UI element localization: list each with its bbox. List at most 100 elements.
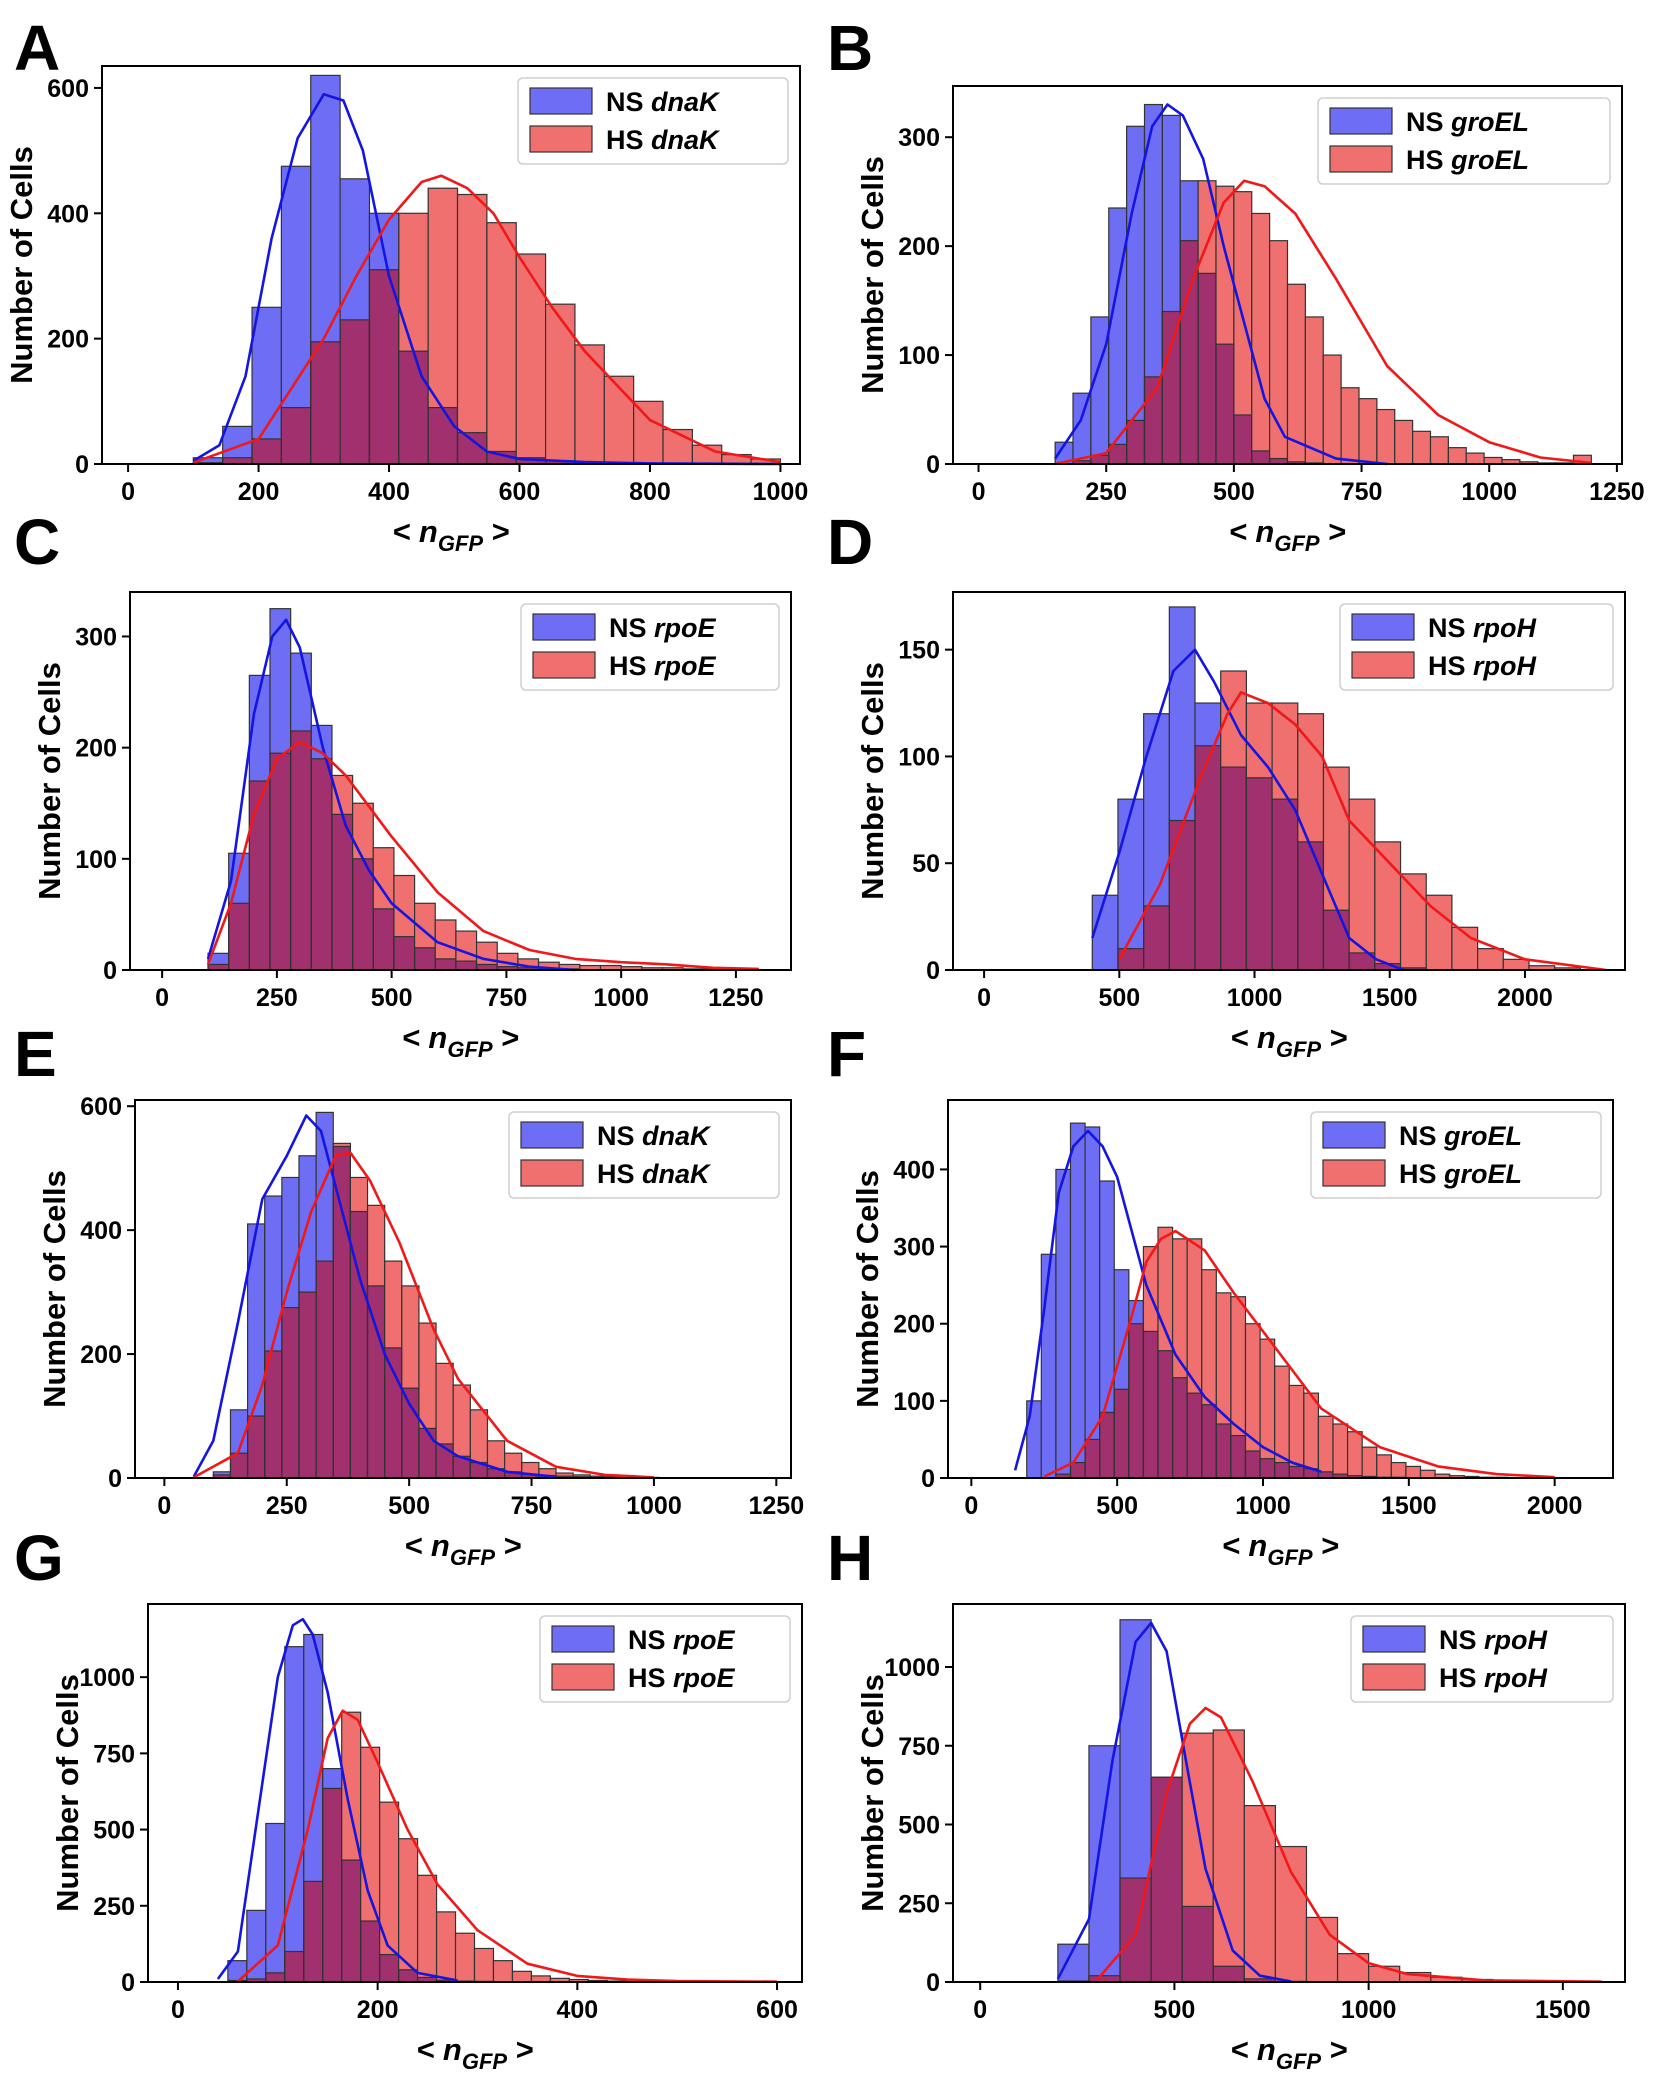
ns-bar [247, 1223, 265, 1417]
overlap-bar [270, 753, 291, 970]
ns-kde-line [216, 1617, 458, 1982]
hs-bar [1448, 447, 1467, 464]
overlap-bar [417, 1977, 437, 1982]
hs-bar [1333, 1424, 1348, 1475]
overlap-bar [352, 858, 374, 970]
ns-bar [1090, 316, 1109, 456]
y-tick-label: 250 [898, 1890, 940, 1918]
legend-ns-swatch [532, 613, 596, 641]
overlap-bar [341, 1860, 361, 1982]
y-tick-label: 1000 [884, 1654, 940, 1682]
ns-bar [1117, 799, 1144, 949]
x-axis-label-suffix: > [483, 514, 510, 549]
x-tick-label: 200 [357, 1996, 399, 2024]
y-tick-label: 0 [926, 957, 940, 985]
x-tick-label: 250 [1085, 478, 1127, 506]
hs-kde-line [192, 174, 781, 464]
panel-letter: D [827, 506, 873, 578]
x-tick-label: 2000 [1497, 984, 1553, 1012]
overlap-bar [373, 908, 394, 970]
panel-A: A 0 200 400 600 800 1000 0 200 400 600 < nGFP > Numb… [4, 12, 808, 556]
hs-bar [1260, 1339, 1275, 1459]
ns-bar [1162, 115, 1181, 312]
overlap-bar [1114, 1389, 1129, 1478]
hs-bar [1341, 387, 1359, 464]
legend-prefix: NS [1406, 107, 1451, 137]
ns-bar [1108, 208, 1127, 445]
overlap-bar [311, 758, 332, 970]
legend-prefix: HS [1439, 1663, 1484, 1693]
hs-bar [600, 965, 622, 970]
hs-bar [1430, 1977, 1462, 1982]
hs-bar [1376, 1454, 1392, 1478]
overlap-bar [1117, 948, 1144, 970]
ns-bar [230, 1409, 248, 1454]
overlap-bar [414, 947, 436, 970]
hs-bar [435, 919, 456, 959]
y-axis-label: Number of Cells [4, 146, 39, 384]
legend-entry: NS rpoE [609, 613, 717, 643]
plot-frame [952, 1603, 1626, 1983]
overlap-bar [310, 341, 341, 464]
y-tick-label: 200 [893, 1311, 935, 1339]
x-tick-label: 250 [256, 984, 298, 1012]
hs-bar [1519, 461, 1538, 464]
hs-bar [1297, 713, 1324, 842]
hs-bar [436, 1363, 454, 1444]
hs-bar [1503, 959, 1529, 970]
x-tick-label: 1250 [708, 984, 764, 1012]
plot-frame [147, 1603, 803, 1983]
hs-bar [350, 1177, 368, 1212]
legend-entry: HS groEL [1399, 1159, 1522, 1189]
overlap-bar [1333, 1474, 1348, 1478]
hs-bar [436, 1911, 456, 1981]
overlap-bar [1245, 1451, 1261, 1478]
overlap-bar [1274, 1462, 1290, 1478]
hs-bar [574, 344, 605, 463]
x-tick-label: 1500 [1535, 1996, 1591, 2024]
y-tick-label: 300 [893, 1234, 935, 1262]
hs-bar [621, 966, 642, 970]
hs-bar [1405, 1466, 1421, 1478]
y-tick-label: 100 [75, 846, 117, 874]
x-axis-label-prefix: < n [404, 1528, 450, 1563]
hs-bar [1318, 1416, 1333, 1472]
x-tick-label: 500 [1213, 478, 1255, 506]
hs-bar [1233, 191, 1252, 415]
overlap-bar [1213, 1966, 1245, 1982]
overlap-bar [1260, 1458, 1275, 1478]
hs-bar [1230, 1296, 1246, 1436]
legend-hs-swatch [1351, 651, 1415, 679]
y-tick-label: 500 [93, 1817, 135, 1845]
overlap-bar [1088, 1975, 1121, 1982]
overlap-bar [264, 1350, 282, 1478]
overlap-bar [1323, 910, 1350, 970]
legend-prefix: NS [1439, 1625, 1484, 1655]
x-axis-label-prefix: < n [1230, 2032, 1276, 2067]
x-axis-label-subscript: GFP [450, 1545, 496, 1570]
legend-gene: rpoE [654, 651, 716, 681]
x-tick-label: 750 [486, 984, 528, 1012]
overlap-bar [1289, 1466, 1304, 1478]
y-tick-label: 100 [898, 342, 940, 370]
hs-bar [579, 965, 601, 970]
hs-bar [1306, 1917, 1338, 1982]
ns-bar [193, 457, 223, 463]
y-tick-label: 600 [80, 1093, 122, 1121]
hs-kde-line [206, 740, 759, 971]
y-tick-label: 50 [912, 850, 940, 878]
ns-bar [1143, 713, 1170, 906]
plot-frame [952, 591, 1626, 971]
hs-bar [486, 222, 517, 452]
legend-prefix: HS [1399, 1159, 1444, 1189]
ns-bar [1055, 442, 1074, 464]
x-tick-label: 600 [499, 478, 541, 506]
y-tick-label: 0 [926, 1969, 940, 1997]
ns-bar [1026, 1400, 1042, 1478]
x-tick-label: 500 [1098, 984, 1140, 1012]
legend-gene: rpoE [673, 1663, 735, 1693]
hs-bar [573, 1474, 591, 1477]
